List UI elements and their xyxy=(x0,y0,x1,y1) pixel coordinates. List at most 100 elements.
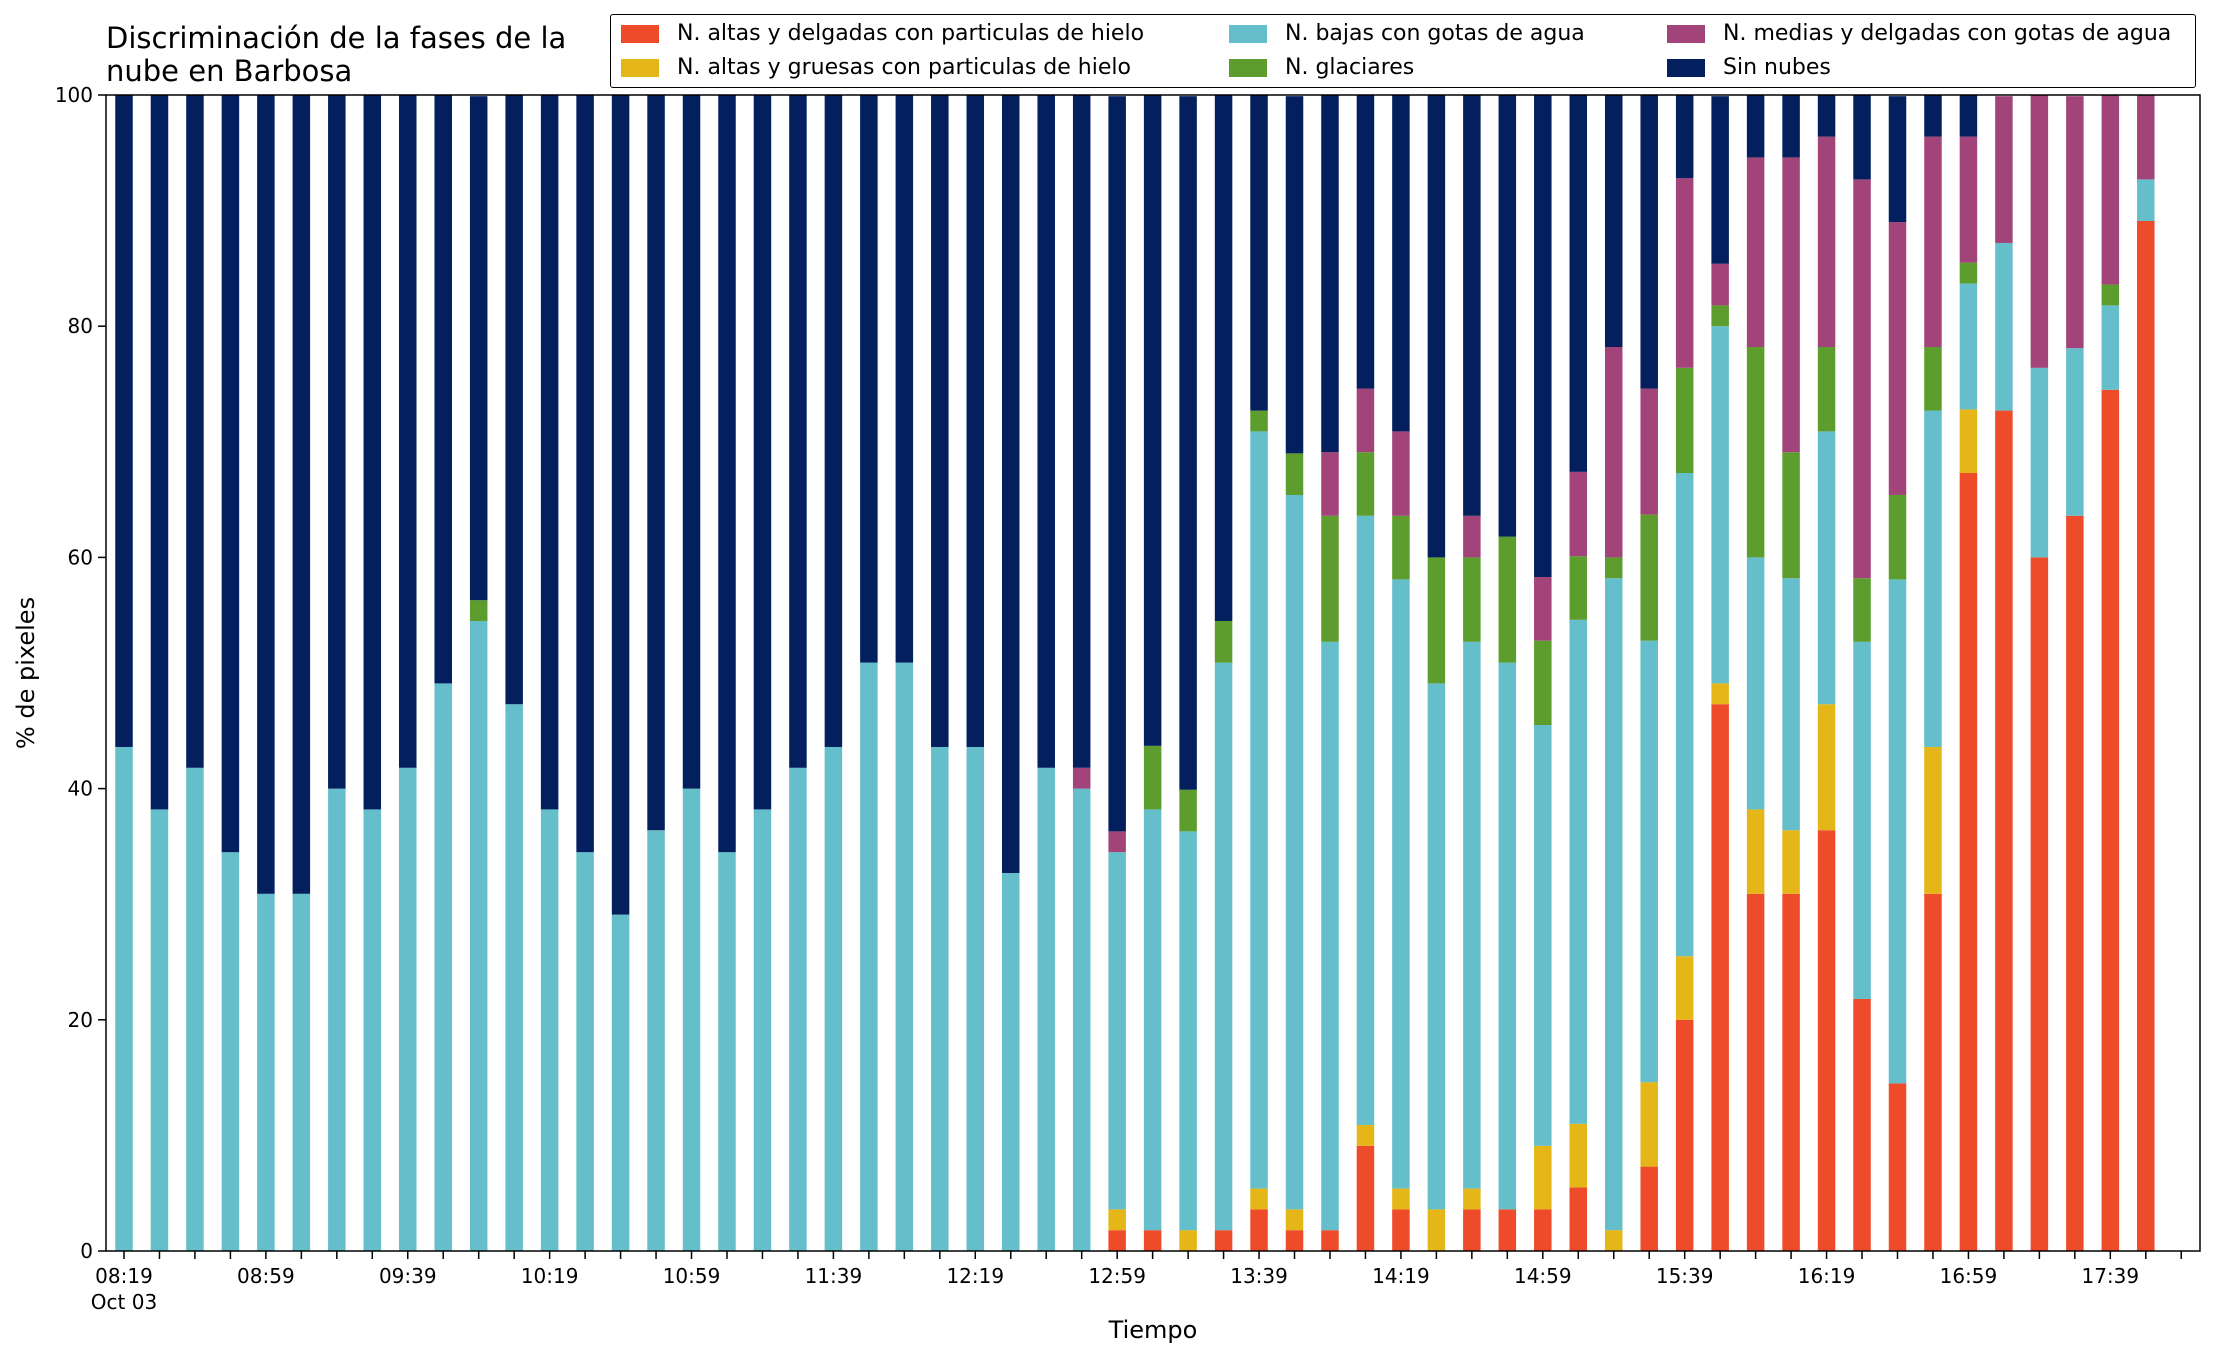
bar-segment-5-48 xyxy=(1817,95,1836,137)
bar-segment-3-49 xyxy=(1853,578,1871,642)
legend-label-altas-gruesas: N. altas y gruesas con particulas de hie… xyxy=(677,55,1131,80)
bar-segment-0-33 xyxy=(1285,1230,1304,1251)
bar-segment-1-52 xyxy=(1959,409,1978,474)
x-tick-label-7: 12:59 xyxy=(1088,1264,1146,1288)
bar-segment-5-36 xyxy=(1392,95,1410,432)
bar-segment-0-52 xyxy=(1959,473,1978,1251)
bar-segment-3-39 xyxy=(1498,536,1517,663)
bar-segment-5-6 xyxy=(328,95,346,789)
x-tick-label-2: 09:39 xyxy=(379,1264,437,1288)
bar-segment-2-53 xyxy=(1995,242,2013,411)
x-tick-label-12: 16:19 xyxy=(1798,1264,1856,1288)
bar-segment-4-54 xyxy=(2030,95,2049,368)
bar-segment-2-55 xyxy=(2066,348,2084,516)
x-tick-label-0: 08:19 xyxy=(95,1264,153,1288)
legend-item-medias-delgadas: N. medias y delgadas con gotas de agua xyxy=(1667,21,2171,46)
bar-segment-5-27 xyxy=(1072,95,1091,768)
bar-segment-2-37 xyxy=(1427,683,1446,1210)
bar-segment-0-34 xyxy=(1321,1230,1339,1251)
bar-segment-5-44 xyxy=(1675,95,1694,179)
bar-segment-4-52 xyxy=(1959,136,1978,263)
bar-segment-3-29 xyxy=(1143,745,1162,810)
x-tick-label-3: 10:19 xyxy=(521,1264,579,1288)
bar-segment-2-27 xyxy=(1072,788,1091,1251)
bar-segment-2-54 xyxy=(2030,367,2049,558)
bar-segment-2-3 xyxy=(221,852,240,1251)
bar-segment-5-1 xyxy=(150,95,169,810)
bar-segment-4-40 xyxy=(1534,577,1552,641)
bar-segment-0-46 xyxy=(1746,893,1765,1251)
bar-segment-0-41 xyxy=(1569,1187,1588,1251)
bar-segment-1-30 xyxy=(1179,1230,1197,1251)
bar-segment-3-35 xyxy=(1356,452,1375,516)
bar-segment-4-51 xyxy=(1924,136,1942,348)
bar-segment-4-42 xyxy=(1604,347,1623,558)
bar-segment-5-42 xyxy=(1604,95,1623,348)
bar-segment-4-45 xyxy=(1711,263,1729,306)
legend-swatch-medias-delgadas xyxy=(1667,24,1705,43)
bar-segment-4-28 xyxy=(1108,831,1126,853)
bar-segment-2-4 xyxy=(257,893,275,1251)
bar-segment-0-31 xyxy=(1214,1230,1233,1251)
bar-segment-5-40 xyxy=(1534,95,1552,578)
bar-segment-5-50 xyxy=(1888,96,1907,223)
bar-segment-1-35 xyxy=(1356,1125,1375,1146)
x-tick-label-5: 11:39 xyxy=(805,1264,863,1288)
bar-segment-5-30 xyxy=(1179,96,1197,790)
bar-segment-4-47 xyxy=(1782,157,1800,453)
bar-segment-5-22 xyxy=(895,95,914,663)
bar-segment-0-29 xyxy=(1143,1230,1162,1251)
bar-segment-5-17 xyxy=(718,95,736,853)
bar-segment-4-50 xyxy=(1888,222,1907,495)
bar-segment-3-44 xyxy=(1675,367,1694,474)
bar-segment-4-56 xyxy=(2101,95,2120,285)
bar-segment-4-46 xyxy=(1746,157,1765,347)
x-date-label: Oct 03 xyxy=(91,1290,157,1314)
bar-segment-4-43 xyxy=(1640,388,1658,515)
bar-segment-1-37 xyxy=(1427,1209,1446,1251)
y-tick-label-80: 80 xyxy=(68,314,93,338)
bar-segment-2-39 xyxy=(1498,662,1517,1210)
bar-segment-5-11 xyxy=(505,95,523,705)
bar-segment-1-32 xyxy=(1250,1188,1268,1210)
bar-segment-3-10 xyxy=(469,600,488,621)
bar-segment-5-15 xyxy=(647,95,665,831)
y-tick-label-0: 0 xyxy=(80,1239,93,1263)
bar-segment-5-43 xyxy=(1640,95,1658,389)
bar-segment-3-32 xyxy=(1250,410,1268,432)
bar-segment-5-37 xyxy=(1427,95,1446,558)
bar-segment-0-49 xyxy=(1853,998,1871,1251)
bar-segment-3-34 xyxy=(1321,515,1339,642)
bar-segment-2-41 xyxy=(1569,619,1588,1124)
bar-segment-2-35 xyxy=(1356,515,1375,1125)
bar-segment-2-8 xyxy=(399,767,417,1251)
legend-item-sin-nubes: Sin nubes xyxy=(1667,55,1831,80)
bar-segment-5-28 xyxy=(1108,96,1126,832)
bar-segment-2-42 xyxy=(1604,578,1623,1231)
x-tick-label-9: 14:19 xyxy=(1372,1264,1430,1288)
bar-segment-2-50 xyxy=(1888,579,1907,1084)
bar-segment-5-21 xyxy=(860,95,878,663)
bar-segment-2-23 xyxy=(931,746,949,1251)
bar-segment-5-13 xyxy=(576,95,594,853)
legend-swatch-bajas-agua xyxy=(1229,24,1267,43)
bar-segment-0-51 xyxy=(1924,893,1942,1251)
bar-segment-1-33 xyxy=(1285,1209,1304,1231)
bar-segment-5-47 xyxy=(1782,95,1800,158)
bar-segment-5-24 xyxy=(966,95,985,747)
bar-segment-2-22 xyxy=(895,662,914,1251)
legend-label-medias-delgadas: N. medias y delgadas con gotas de agua xyxy=(1723,21,2172,46)
bar-segment-3-51 xyxy=(1924,347,1942,411)
bar-segment-5-26 xyxy=(1037,95,1055,768)
bar-segment-2-20 xyxy=(824,746,843,1251)
bar-segment-3-30 xyxy=(1179,789,1197,832)
bar-segment-5-25 xyxy=(1002,95,1020,873)
bar-segment-2-36 xyxy=(1392,579,1410,1189)
bar-segment-5-7 xyxy=(363,95,382,810)
bar-segment-0-43 xyxy=(1640,1166,1658,1251)
bar-segment-2-1 xyxy=(150,809,169,1251)
bar-segment-4-48 xyxy=(1817,136,1836,348)
bar-segment-0-32 xyxy=(1250,1209,1268,1251)
bar-segment-5-20 xyxy=(824,95,843,747)
chart-title: Discriminación de la fases de la nube en… xyxy=(106,22,626,88)
